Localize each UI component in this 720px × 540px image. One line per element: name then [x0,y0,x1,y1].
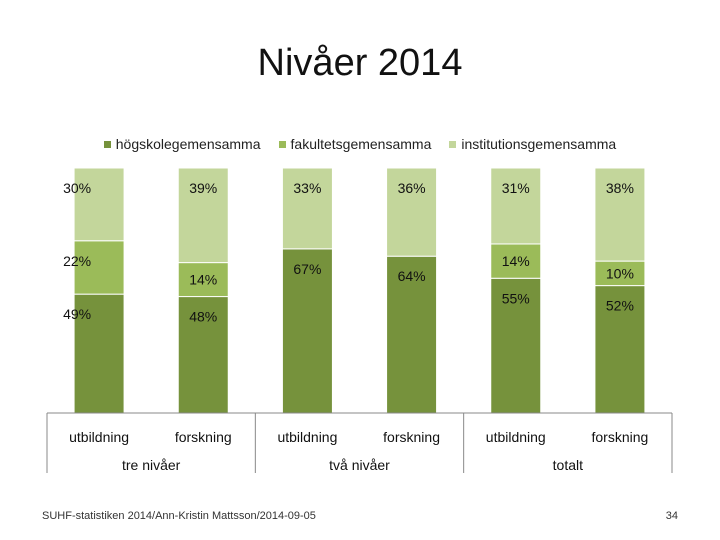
legend-item-hogskole: högskolegemensamma [103,136,261,152]
group-label: två nivåer [329,457,390,473]
bar-segment-fakultet [177,262,229,298]
data-label: 31% [502,180,530,196]
x-tick-label: forskning [175,429,232,445]
data-label: 49% [63,306,91,322]
bar-segment-institution [177,167,229,264]
chart-title: Nivåer 2014 [257,42,463,84]
bar-segment-institution [490,167,542,245]
x-tick-label: utbildning [486,429,546,445]
data-label: 38% [606,180,634,196]
group-label: tre nivåer [122,457,181,473]
x-tick-label: forskning [592,429,649,445]
bar-segment-institution [594,167,646,262]
bar-segment-institution [281,167,333,250]
legend-item-fakultet: fakultetsgemensamma [278,136,432,152]
data-label: 64% [398,268,426,284]
data-label: 48% [189,309,217,325]
group-label: totalt [553,457,583,473]
legend-label-institution: institutionsgemensamma [461,136,617,152]
data-label: 14% [189,272,217,288]
legend-item-institution: institutionsgemensamma [449,136,616,152]
bar-segment-hogskole [73,293,125,414]
data-label: 33% [293,180,321,196]
footer-source: SUHF-statistiken 2014/Ann-Kristin Mattss… [42,510,316,522]
legend-label-fakultet: fakultetsgemensamma [290,136,432,152]
bar-segment-fakultet [73,240,125,295]
bar-segment-hogskole [281,248,333,414]
legend: högskolegemensamma fakultetsgemensamma i… [0,136,720,152]
x-tick-label: forskning [383,429,440,445]
data-label: 67% [293,261,321,277]
legend-swatch-institution [449,140,457,148]
bar-segment-hogskole [594,285,646,414]
bar-segment-hogskole [490,277,542,414]
x-tick-label: utbildning [69,429,129,445]
bar-segment-institution [73,167,125,242]
data-label: 55% [502,290,530,306]
bar-segment-fakultet [594,260,646,287]
bar-segment-institution [386,167,438,257]
legend-swatch-hogskole [103,140,111,148]
page-number: 34 [665,510,678,522]
data-label: 36% [398,180,426,196]
data-label: 10% [606,265,634,281]
data-label: 52% [606,298,634,314]
legend-swatch-fakultet [278,140,286,148]
data-label: 14% [502,253,530,269]
bar-segment-hogskole [386,255,438,414]
data-label: 39% [189,180,217,196]
legend-label-hogskole: högskolegemensamma [115,136,261,152]
data-label: 22% [63,253,91,269]
x-tick-label: utbildning [277,429,337,445]
data-label: 30% [63,180,91,196]
